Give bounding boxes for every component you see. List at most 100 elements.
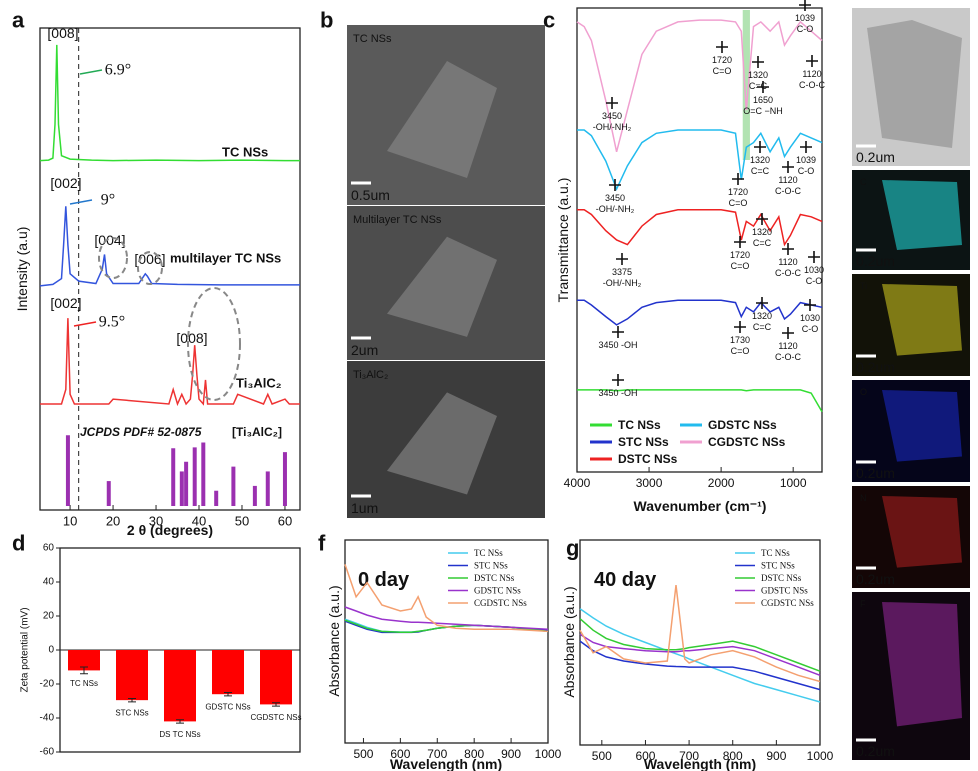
bar [116, 650, 148, 700]
legend-label: GDSTC NSs [761, 586, 808, 596]
annotation: 1320 [748, 70, 768, 80]
bar [212, 650, 244, 694]
x-tick-label: 500 [592, 749, 612, 763]
x-axis-label: Wavelength (nm) [390, 756, 502, 771]
annotation: 1720 [730, 250, 750, 260]
scale-bar-label: 0.2um [856, 149, 895, 165]
y-axis-label: Zeta potential (mV) [20, 607, 31, 692]
annotation: [008] [47, 25, 78, 41]
x-tick-label: 3000 [636, 476, 663, 490]
sem-caption: Ti₃AlC₂ [353, 369, 388, 381]
annotation: -OH/-NH₂ [596, 204, 635, 214]
category-label: CGDSTC NSs [250, 713, 301, 722]
category-label: STC NSs [115, 709, 148, 718]
annotation: C=C [751, 166, 770, 176]
x-tick-label: 20 [106, 514, 120, 529]
x-tick-label: 2000 [708, 476, 735, 490]
y-tick-label: 40 [43, 577, 55, 588]
annotation: 1120 [778, 257, 797, 267]
legend-label: STC NSs [474, 561, 508, 571]
x-tick-label: 1000 [535, 747, 562, 761]
scale-bar-label: 0.2um [856, 743, 895, 759]
x-axis-label: Wavenumber (cm⁻¹) [634, 498, 767, 514]
annotation: 6.9° [105, 62, 131, 79]
annotation: 1039 [795, 13, 815, 23]
figure: abcdefgTC NSs0.5umMultilayer TC NSs2umTi… [0, 0, 978, 771]
x-tick-label: 1000 [807, 749, 834, 763]
panel-label: d [12, 531, 25, 556]
sem-caption: TC NSs [353, 33, 392, 45]
annotation: C-O [806, 276, 823, 286]
annotation: 1039 [796, 155, 816, 165]
y-axis-label: Absorbance (a.u.) [561, 586, 577, 697]
x-tick-label: 10 [63, 514, 77, 529]
panel-label: a [12, 8, 25, 33]
category-label: TC NSs [70, 679, 98, 688]
series-label: TC NSs [222, 145, 268, 160]
annotation: C=O [731, 346, 750, 356]
chart-title: 0 day [358, 569, 410, 591]
legend-label: TC NSs [618, 418, 661, 432]
annotation: 3375 [612, 267, 632, 277]
x-tick-label: 500 [353, 747, 373, 761]
legend-label: DSTC NSs [474, 573, 515, 583]
y-tick-label: 0 [48, 645, 54, 656]
legend-label: DSTC NSs [761, 573, 802, 583]
scale-bar-label: 2um [351, 342, 378, 358]
legend-label: CGDSTC NSs [474, 598, 527, 608]
annotation: 1120 [778, 175, 797, 185]
panel-label: g [566, 536, 579, 561]
scale-bar-label: 0.2um [856, 571, 895, 587]
annotation: -OH/-NH₂ [603, 278, 642, 288]
y-tick-label: -40 [40, 713, 55, 724]
scale-bar-label: 0.2um [856, 253, 895, 269]
scale-bar-label: 1um [351, 500, 378, 516]
sem-caption: Multilayer TC NSs [353, 214, 442, 226]
annotation: 3450 -OH [598, 388, 637, 398]
x-tick-label: 50 [235, 514, 249, 529]
x-tick-label: 900 [501, 747, 521, 761]
annotation: [008] [176, 330, 207, 346]
reference-caption: JCPDS PDF# 52-0875 [80, 425, 202, 439]
legend-label: TC NSs [761, 548, 790, 558]
legend-label: GDSTC NSs [708, 418, 777, 432]
annotation: O=C −NH [743, 106, 783, 116]
annotation: [002] [50, 175, 81, 191]
annotation: C=C [753, 322, 772, 332]
annotation: 1030 [800, 313, 820, 323]
x-tick-label: 1000 [780, 476, 807, 490]
panel-label: f [318, 531, 326, 556]
annotation: 1120 [802, 69, 821, 79]
series-label: Ti₃AlC₂ [236, 376, 282, 391]
annotation: C-O [802, 324, 819, 334]
series-label: multilayer TC NSs [170, 251, 281, 266]
y-tick-label: 20 [43, 611, 55, 622]
annotation: 1650 [753, 95, 773, 105]
x-tick-label: 4000 [564, 476, 591, 490]
annotation: 1730 [730, 335, 750, 345]
annotation: C-O-C [799, 80, 825, 90]
annotation: -OH/-NH₂ [593, 122, 632, 132]
category-label: GDSTC NSs [205, 703, 250, 712]
annotation: C-O-C [775, 268, 801, 278]
annotation: 3450 [605, 193, 625, 203]
y-tick-label: -20 [40, 679, 55, 690]
legend-label: TC NSs [474, 548, 503, 558]
annotation: 1030 [804, 265, 824, 275]
annotation: 1320 [752, 311, 772, 321]
annotation: C-O-C [775, 186, 801, 196]
category-label: DS TC NSs [159, 730, 200, 739]
mapping-caption: F [860, 599, 866, 609]
legend-label: DSTC NSs [618, 452, 678, 466]
annotation: 3450 -OH [598, 340, 637, 350]
annotation: 1120 [778, 341, 797, 351]
mapping-caption: O [860, 387, 867, 397]
annotation: 1320 [752, 227, 772, 237]
y-tick-label: 60 [43, 543, 55, 554]
legend-label: CGDSTC NSs [708, 435, 786, 449]
annotation: 3450 [602, 111, 622, 121]
annotation: C=C [749, 81, 768, 91]
page: {"panel_labels": ["a", "b", "c", "d", "e… [0, 0, 978, 771]
mapping-caption: C [860, 177, 867, 187]
annotation: C=O [729, 198, 748, 208]
